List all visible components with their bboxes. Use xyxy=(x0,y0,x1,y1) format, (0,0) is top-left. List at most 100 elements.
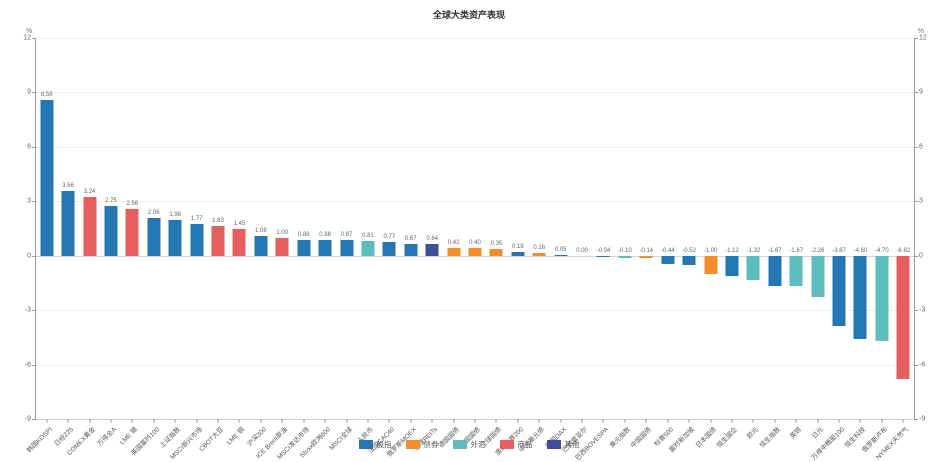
x-tick-mark xyxy=(710,419,712,423)
bar-value-label: -1.32 xyxy=(746,247,761,254)
y-tick-label: -3 xyxy=(24,306,31,314)
bar-value-label: -1.67 xyxy=(789,247,804,254)
y-tick-mark xyxy=(32,255,36,257)
bar xyxy=(661,255,675,264)
y-tick-label: 6 xyxy=(27,143,31,151)
bar-value-label: -1.00 xyxy=(703,247,718,254)
x-tick-mark xyxy=(281,419,283,423)
y-tick-mark xyxy=(32,92,36,94)
bar xyxy=(725,255,739,277)
y-tick-mark xyxy=(914,255,918,257)
bar xyxy=(532,252,546,256)
x-tick-mark xyxy=(196,419,198,423)
bar xyxy=(340,239,353,256)
bar-value-label: -2.26 xyxy=(810,247,825,254)
legend-item-外汇[interactable]: 外汇 xyxy=(452,439,486,450)
bar xyxy=(168,219,182,256)
bar-value-label: 0.42 xyxy=(447,240,460,247)
bar xyxy=(768,255,782,286)
x-tick-mark xyxy=(431,419,433,423)
legend-swatch xyxy=(499,440,514,449)
y-tick-label: 3 xyxy=(27,197,31,205)
bar-value-label: 1.00 xyxy=(276,229,289,236)
bar xyxy=(404,243,418,256)
x-tick-mark xyxy=(624,419,626,423)
bar xyxy=(489,249,503,256)
bar-value-label: 0.77 xyxy=(383,233,396,240)
bar xyxy=(275,237,289,256)
bar-value-label: 0.88 xyxy=(319,231,331,238)
legend-item-债券[interactable]: 债券 xyxy=(405,439,439,450)
bar xyxy=(511,252,525,256)
x-tick-mark xyxy=(774,419,776,423)
legend-swatch xyxy=(452,440,467,449)
bar xyxy=(639,255,653,259)
bar xyxy=(832,255,846,326)
legend-label: 外汇 xyxy=(470,440,486,449)
plot-area: 12 12 9 9 6 6 3 3 0 0 -3 -3 -6 -6 -9 -9 8.58 韩国KOSPI 3.56 日… xyxy=(23,35,927,462)
y-tick-label: 0 xyxy=(919,252,923,260)
x-tick-mark xyxy=(453,419,455,423)
bar-value-label: 0.18 xyxy=(511,244,524,251)
gridline xyxy=(36,92,914,94)
bar-value-label: 0.40 xyxy=(469,240,481,247)
bar-value-label: 0.05 xyxy=(554,246,567,253)
bar-value-label: -6.82 xyxy=(896,247,911,254)
bar xyxy=(704,255,718,274)
legend-item-其他[interactable]: 其他 xyxy=(546,439,580,450)
x-tick-mark xyxy=(645,419,647,423)
bar-value-label: 2.06 xyxy=(147,210,160,217)
gridline xyxy=(36,310,914,312)
legend-swatch xyxy=(546,440,561,449)
y-tick-mark xyxy=(32,419,36,420)
x-tick-mark xyxy=(881,419,883,423)
bar-value-label: -3.87 xyxy=(832,247,846,254)
bar-value-label: -0.10 xyxy=(618,247,632,254)
y-tick-label: -6 xyxy=(919,361,926,369)
x-tick-mark xyxy=(367,419,369,423)
bar xyxy=(746,255,760,280)
x-tick-mark xyxy=(238,419,240,423)
bar-value-label: -1.12 xyxy=(725,247,739,254)
bar-value-label: 0.87 xyxy=(340,231,353,238)
legend-item-股指[interactable]: 股指 xyxy=(358,439,392,450)
legend-item-商品[interactable]: 商品 xyxy=(499,439,533,450)
bar xyxy=(297,239,311,256)
y-tick-mark xyxy=(914,419,918,420)
x-tick-mark xyxy=(838,419,840,423)
x-tick-mark xyxy=(153,419,155,423)
bar-value-label: -0.04 xyxy=(596,247,611,254)
bar-value-label: 3.56 xyxy=(62,183,74,190)
bar-value-label: 0.67 xyxy=(404,235,417,242)
bar xyxy=(232,229,246,256)
bar xyxy=(211,226,225,256)
x-tick-mark xyxy=(581,419,583,423)
x-tick-mark xyxy=(174,419,176,423)
bar-value-label: -0.44 xyxy=(660,247,675,254)
x-tick-label: 日元 xyxy=(810,426,825,441)
bar-value-label: 0.16 xyxy=(533,244,546,251)
x-tick-label: 欧元 xyxy=(746,426,761,441)
y-tick-mark xyxy=(32,364,36,366)
y-tick-mark xyxy=(914,364,918,366)
x-tick-mark xyxy=(110,419,112,423)
bar-value-label: 1.98 xyxy=(169,211,182,218)
bar-value-label: 2.75 xyxy=(105,197,117,204)
x-tick-mark xyxy=(538,419,540,423)
y-tick-mark xyxy=(914,92,918,94)
legend: 股指 债券 外汇 商品 其他 xyxy=(0,439,938,450)
x-tick-mark xyxy=(667,419,669,423)
y-tick-label: 9 xyxy=(27,88,31,96)
bar xyxy=(40,100,54,256)
y-tick-label: 0 xyxy=(27,252,31,260)
bar-value-label: 1.63 xyxy=(212,218,224,225)
y-tick-mark xyxy=(32,146,36,148)
x-tick-mark xyxy=(731,419,733,423)
x-tick-mark xyxy=(67,419,69,423)
bar-value-label: 1.77 xyxy=(190,215,203,222)
bar xyxy=(361,241,375,256)
x-tick-mark xyxy=(89,419,91,423)
gridline xyxy=(36,38,914,39)
x-tick-mark xyxy=(388,419,390,423)
y-tick-label: 6 xyxy=(919,143,923,151)
